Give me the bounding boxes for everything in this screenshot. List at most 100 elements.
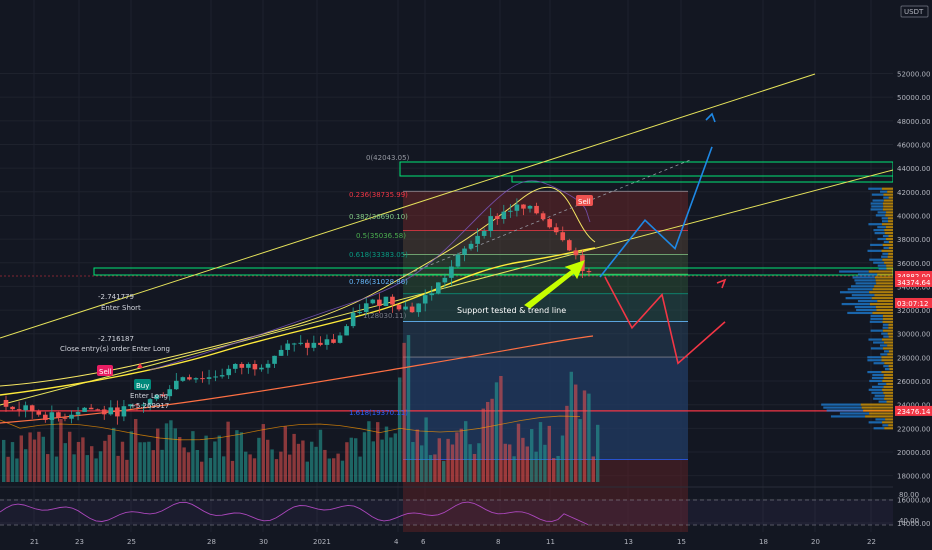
profile-bar [871, 297, 893, 300]
volume-bar [516, 423, 521, 482]
ma-200 [0, 335, 594, 424]
profile-bar [882, 258, 893, 261]
candle [396, 304, 402, 310]
date-tick: 13 [624, 538, 633, 546]
currency-badge-box[interactable] [900, 5, 929, 18]
profile-bar [830, 415, 866, 418]
candle [23, 405, 28, 411]
candle [213, 376, 218, 378]
profile-bar [883, 350, 889, 353]
bull-projection [599, 146, 713, 278]
fib-zone [403, 357, 688, 460]
profile-bar [875, 214, 886, 217]
candle [291, 343, 297, 345]
volume-bar [204, 435, 208, 482]
candle [206, 377, 212, 379]
volume-bar [37, 431, 41, 482]
close-value: -2.716187 [98, 335, 134, 343]
candle [246, 363, 251, 368]
volume-bar [19, 435, 23, 482]
date-tick: 22 [867, 538, 876, 546]
long-text: Enter Long [130, 392, 168, 400]
profile-bar [872, 373, 884, 377]
profile-bar [857, 273, 878, 276]
profile-bar [870, 243, 883, 247]
volume-bar [424, 417, 428, 482]
close-text: Close entry(s) order Enter Long [60, 345, 170, 353]
profile-bar [869, 302, 893, 306]
profile-bar [882, 323, 889, 326]
date-tick: 25 [127, 538, 136, 546]
candle [272, 355, 277, 364]
volume-bar [226, 421, 230, 482]
volume-bar [292, 433, 296, 482]
candle [265, 363, 271, 368]
fib-zone [403, 230, 688, 255]
fib-label-382: 0.382(36690.10) [349, 213, 408, 221]
volume-bar [24, 449, 28, 482]
projection-arrows [137, 112, 727, 368]
short-text: Enter Short [101, 304, 141, 312]
profile-bar [888, 365, 893, 368]
profile-bar [882, 326, 889, 329]
price-tick: 24000.00 [897, 402, 930, 410]
profile-bar [874, 394, 885, 397]
profile-bar [883, 240, 889, 244]
volume-bar [50, 419, 54, 482]
volume-bar [314, 446, 318, 482]
candle [36, 411, 42, 415]
profile-bar [883, 376, 893, 380]
profile-bar [881, 255, 888, 258]
profile-bar [867, 249, 882, 252]
price-tick: 26000.00 [897, 378, 930, 386]
candle [128, 404, 133, 407]
price-tick: 28000.00 [897, 354, 930, 362]
volume-bar [402, 342, 406, 482]
volume-bar [120, 441, 125, 482]
volume-bar [279, 451, 283, 482]
candle [422, 295, 428, 304]
volume-bar [376, 422, 380, 482]
candle [416, 303, 421, 313]
volume-bar [574, 384, 578, 482]
profile-bar [886, 237, 893, 241]
price-tick: 38000.00 [897, 236, 930, 244]
candle [488, 216, 493, 231]
volume-bar [384, 426, 389, 482]
profile-bar [887, 344, 893, 347]
candle [377, 299, 382, 306]
volume-bar [477, 443, 481, 482]
fib-label-236: 0.236(38735.99) [349, 191, 408, 199]
profile-bar [839, 270, 869, 273]
profile-bar [850, 285, 875, 288]
volume-bar [305, 461, 309, 482]
volume-bar [389, 437, 393, 482]
profile-bar [882, 379, 893, 383]
candle [318, 342, 323, 345]
fib-zone [403, 293, 688, 322]
volume-bar [543, 444, 547, 482]
candle [187, 377, 192, 380]
sell-badge-box [97, 365, 113, 376]
profile-bar [873, 341, 885, 344]
profile-bar [881, 338, 893, 341]
annotation-arrow [524, 260, 585, 309]
candle [573, 250, 579, 256]
volume-bar [428, 455, 433, 482]
candle [455, 254, 461, 267]
date-tick: 4 [394, 538, 399, 546]
volume-bar [296, 443, 301, 482]
candle [193, 378, 199, 380]
price-tick: 44000.00 [897, 165, 930, 173]
candle [305, 342, 310, 348]
channel-upper [0, 73, 816, 339]
candle [232, 363, 238, 369]
profile-bar [868, 223, 882, 226]
profile-bar [882, 234, 889, 238]
price-tick: 16000.00 [897, 496, 930, 504]
profile-bar [881, 249, 893, 252]
volume-bar [433, 454, 437, 482]
profile-bar [877, 300, 893, 303]
volume-bar [508, 444, 512, 482]
